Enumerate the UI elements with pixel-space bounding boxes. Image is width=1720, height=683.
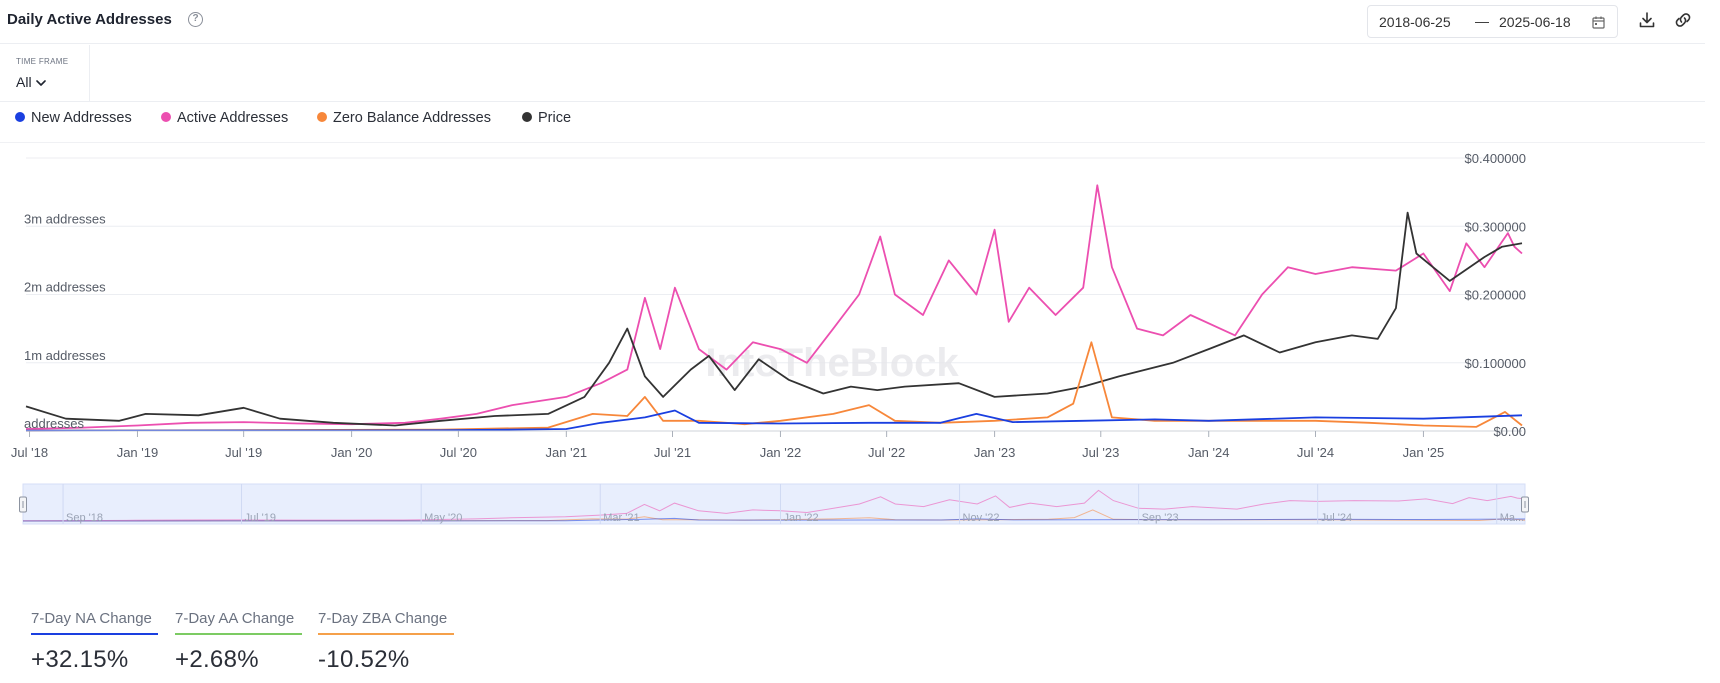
x-tick-label: Jan '21	[546, 445, 588, 460]
stat-label: 7-Day ZBA Change	[318, 610, 448, 627]
x-tick-label: Jul '24	[1297, 445, 1334, 460]
series-line-active-addresses	[25, 184, 1523, 430]
x-tick-label: Jan '20	[331, 445, 373, 460]
x-tick-label: Jul '23	[1082, 445, 1119, 460]
navigator-tick-label: Nov '22	[963, 512, 1000, 524]
x-tick-label: Jan '24	[1188, 445, 1230, 460]
calendar-icon[interactable]	[1592, 16, 1605, 29]
divider	[0, 142, 1705, 143]
header: Daily Active Addresses ? 2018-06-25 — 20…	[0, 0, 1705, 44]
legend-dot	[15, 112, 25, 122]
x-tick-label: Jan '22	[760, 445, 802, 460]
x-tick-label: Jan '23	[974, 445, 1016, 460]
date-range-picker[interactable]: 2018-06-25 — 2025-06-18	[1367, 5, 1618, 38]
x-tick-label: Jul '18	[11, 445, 48, 460]
stat-bar	[31, 633, 158, 635]
x-tick-label: Jan '19	[117, 445, 159, 460]
timeframe-label: TIME FRAME	[16, 57, 69, 66]
question-circle-icon[interactable]: ?	[188, 12, 203, 27]
y-left-tick-label: 3m addresses	[24, 211, 106, 226]
legend-item-new-addresses[interactable]: New Addresses	[15, 110, 132, 126]
page-title: Daily Active Addresses	[7, 11, 172, 28]
stat-value: +32.15%	[31, 646, 129, 673]
range-navigator: Sep '18 Jul '19 May '20 Mar '21 Jan '22 Nov '…	[19, 483, 1529, 525]
navigator-tick-label: Sep '23	[1142, 512, 1179, 524]
navigator-tick-label: Jan '22	[783, 512, 818, 524]
date-separator: —	[1475, 13, 1489, 29]
legend-dot	[522, 112, 532, 122]
x-tick-label: Jul '19	[225, 445, 262, 460]
legend-dot	[317, 112, 327, 122]
y-right-tick-label: $0.00	[1493, 424, 1526, 439]
y-right-tick-label: $0.100000	[1465, 356, 1526, 371]
divider	[0, 101, 1705, 102]
timeframe-selector[interactable]: TIME FRAME All	[0, 45, 90, 101]
stat-bar	[175, 633, 302, 635]
navigator-tick-label: Ma...	[1500, 512, 1524, 524]
legend-label: New Addresses	[31, 110, 132, 126]
y-left-tick-label: 2m addresses	[24, 280, 106, 295]
stat-value: +2.68%	[175, 646, 259, 673]
legend-label: Price	[538, 110, 572, 126]
series-line-new-addresses	[25, 409, 1523, 432]
chart-area[interactable]: IntoTheBlock Jul '18 Jan '19 Jul '19 Jan '2…	[0, 143, 1705, 583]
stat-zba-change: 7-Day ZBA Change -10.52%	[318, 610, 454, 674]
x-tick-label: Jul '22	[868, 445, 905, 460]
navigator-tick-label: Sep '18	[66, 512, 103, 524]
x-axis: Jul '18 Jan '19 Jul '19 Jan '20 Jul '20 Jan '…	[11, 430, 1522, 460]
stat-value: -10.52%	[318, 646, 410, 673]
download-icon[interactable]	[1638, 11, 1656, 29]
y-right-tick-label: $0.200000	[1465, 288, 1526, 303]
date-end[interactable]: 2025-06-18	[1499, 14, 1571, 30]
stat-label: 7-Day AA Change	[175, 610, 295, 627]
stat-bar	[318, 633, 454, 635]
legend-label: Active Addresses	[177, 110, 289, 126]
series-line-zero-balance-addresses	[25, 341, 1523, 432]
y-left-tick-label: addresses	[24, 416, 84, 431]
legend-item-price[interactable]: Price	[522, 110, 571, 126]
navigator-line-active-addresses	[22, 489, 1526, 522]
x-tick-label: Jul '20	[440, 445, 477, 460]
navigator-tick-label: Jul '24	[1321, 512, 1352, 524]
link-icon[interactable]	[1673, 11, 1693, 29]
y-right-tick-label: $0.400000	[1465, 151, 1526, 166]
navigator-tick-label: Jul '19	[245, 512, 276, 524]
y-right-tick-label: $0.300000	[1465, 219, 1526, 234]
legend-item-active-addresses[interactable]: Active Addresses	[161, 110, 288, 126]
chart-series	[25, 184, 1523, 432]
chart-grid	[26, 157, 1522, 432]
timeframe-value[interactable]: All	[16, 74, 32, 90]
navigator-line-new-addresses	[22, 517, 1526, 522]
legend-dot	[161, 112, 171, 122]
chart-legend: New Addresses Active Addresses Zero Bala…	[0, 110, 700, 132]
y-axis: $0.00 $0.100000 $0.200000 $0.300000 $0.40000…	[24, 151, 1526, 439]
navigator-tick-label: May '20	[424, 512, 462, 524]
series-line-price	[25, 211, 1523, 427]
stat-na-change: 7-Day NA Change +32.15%	[31, 610, 158, 674]
navigator-tick-label: Mar '21	[603, 512, 639, 524]
legend-item-zero-balance-addresses[interactable]: Zero Balance Addresses	[317, 110, 491, 126]
legend-label: Zero Balance Addresses	[333, 110, 491, 126]
date-start[interactable]: 2018-06-25	[1379, 14, 1451, 30]
chevron-down-icon[interactable]	[36, 79, 46, 87]
x-tick-label: Jul '21	[654, 445, 691, 460]
y-left-tick-label: 1m addresses	[24, 348, 106, 363]
stat-aa-change: 7-Day AA Change +2.68%	[175, 610, 302, 674]
stat-label: 7-Day NA Change	[31, 610, 152, 627]
x-tick-label: Jan '25	[1403, 445, 1445, 460]
